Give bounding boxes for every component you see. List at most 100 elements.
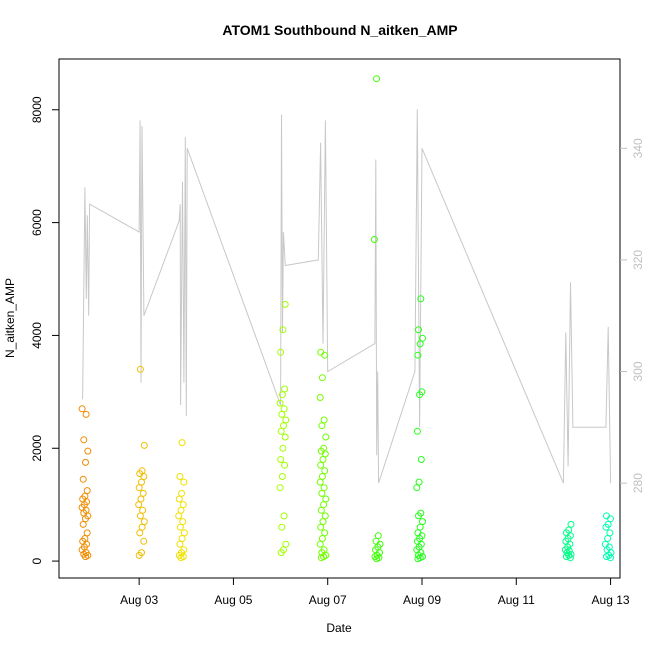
- data-point: [179, 518, 187, 526]
- data-point: [82, 458, 89, 466]
- data-point: [316, 394, 324, 401]
- data-point: [321, 467, 329, 475]
- data-point: [415, 478, 423, 486]
- data-point: [415, 326, 422, 334]
- data-point: [281, 385, 289, 393]
- data-point: [135, 501, 143, 509]
- data-point: [178, 535, 186, 542]
- y-right-tick-label: 280: [631, 473, 645, 493]
- data-point: [319, 456, 327, 463]
- data-point: [136, 365, 144, 373]
- data-point: [419, 334, 426, 342]
- x-tick-label: Aug 03: [120, 593, 158, 607]
- y-axis-right: 280 300 320 340: [620, 138, 645, 493]
- data-point: [417, 456, 425, 463]
- secondary-series-line: [82, 109, 612, 484]
- x-tick-label: Aug 05: [214, 593, 252, 607]
- data-point: [176, 523, 184, 531]
- y-axis-left: 0 2000 4000 6000 8000: [30, 96, 59, 564]
- data-point: [278, 410, 286, 418]
- data-point: [316, 540, 324, 548]
- secondary-line-layer: [82, 109, 612, 484]
- data-point: [604, 535, 612, 542]
- data-point: [82, 553, 89, 561]
- data-point: [279, 326, 287, 334]
- y-tick-label: 4000: [30, 322, 44, 349]
- data-point: [413, 484, 421, 492]
- chart-title: ATOM1 Southbound N_aitken_AMP: [222, 22, 457, 38]
- data-point: [371, 553, 379, 561]
- data-point: [318, 374, 326, 382]
- data-point: [416, 523, 424, 531]
- data-point: [139, 489, 147, 497]
- plot-frame: [58, 58, 621, 579]
- data-point: [280, 512, 288, 520]
- data-point: [277, 549, 285, 557]
- data-point: [322, 433, 330, 441]
- data-point: [277, 456, 285, 463]
- data-point: [282, 416, 290, 424]
- data-point: [322, 495, 330, 503]
- data-point: [80, 436, 88, 444]
- data-point: [278, 473, 286, 480]
- data-point: [415, 512, 422, 520]
- data-point: [280, 405, 288, 413]
- data-point: [417, 295, 425, 303]
- data-point: [416, 391, 424, 399]
- data-point: [138, 478, 145, 486]
- data-point: [320, 484, 328, 492]
- data-point: [78, 405, 86, 413]
- data-point: [317, 506, 325, 514]
- data-point: [179, 501, 187, 509]
- data-point: [562, 553, 570, 561]
- data-point: [137, 495, 145, 503]
- y-tick-label: 0: [30, 557, 44, 564]
- data-point: [317, 461, 325, 469]
- x-tick-label: Aug 13: [592, 593, 630, 607]
- data-point: [180, 529, 188, 537]
- data-point: [140, 537, 148, 545]
- x-tick-label: Aug 07: [309, 593, 347, 607]
- data-point: [318, 422, 326, 430]
- data-point: [321, 351, 329, 359]
- points-layer: [78, 75, 615, 563]
- data-point: [602, 523, 610, 531]
- y-tick-label: 6000: [30, 209, 44, 236]
- data-point: [84, 447, 92, 455]
- data-point: [319, 518, 327, 526]
- data-point: [320, 416, 328, 424]
- data-point: [178, 489, 186, 497]
- data-point: [83, 529, 91, 537]
- data-point: [603, 553, 610, 561]
- data-point: [79, 520, 87, 528]
- data-point: [278, 523, 286, 531]
- data-point: [276, 484, 284, 492]
- y-right-tick-label: 300: [631, 361, 645, 381]
- data-point: [316, 478, 324, 486]
- y-right-tick-label: 340: [631, 138, 645, 158]
- x-axis: Aug 03 Aug 05 Aug 07 Aug 09 Aug 11 Aug 13: [120, 578, 630, 607]
- data-point: [606, 529, 614, 537]
- x-axis-label: Date: [326, 621, 352, 635]
- data-point: [138, 523, 146, 531]
- data-point: [178, 439, 186, 447]
- data-point: [607, 554, 614, 562]
- data-point: [318, 473, 326, 480]
- data-point: [370, 236, 378, 243]
- data-point: [317, 554, 325, 562]
- y-tick-label: 8000: [30, 96, 44, 123]
- y-axis-label: N_aitken_AMP: [3, 278, 17, 358]
- data-point: [177, 506, 185, 514]
- data-point: [276, 399, 284, 407]
- data-point: [180, 478, 188, 486]
- data-point: [136, 529, 144, 537]
- data-point: [321, 529, 329, 537]
- data-point: [176, 540, 184, 548]
- data-point: [374, 532, 382, 540]
- data-point: [79, 475, 87, 483]
- data-point: [414, 555, 422, 563]
- y-right-tick-label: 320: [631, 250, 645, 270]
- data-point: [282, 540, 290, 548]
- x-tick-label: Aug 11: [498, 593, 535, 607]
